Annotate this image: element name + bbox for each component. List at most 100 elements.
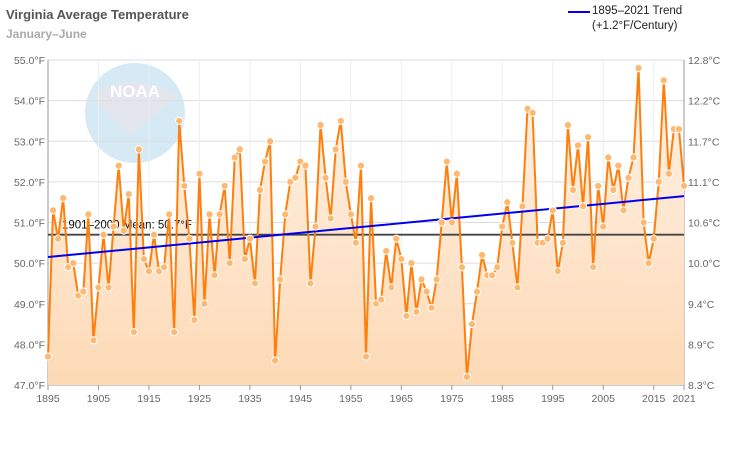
data-point — [53, 234, 63, 243]
x-tick-label: 1925 — [188, 393, 212, 405]
data-point — [553, 267, 562, 276]
data-point — [210, 271, 219, 280]
data-point — [649, 234, 658, 243]
data-point — [599, 222, 608, 231]
data-point — [43, 352, 53, 361]
legend: 1895–2021 Trend (+1.2°F/Century) — [568, 4, 682, 34]
y-tick-label-right: 10.6°C — [688, 218, 721, 230]
data-point — [634, 64, 643, 73]
data-point — [79, 287, 88, 296]
y-tick-label-left: 48.0°F — [14, 339, 45, 351]
x-tick-label: 1975 — [440, 393, 464, 405]
data-point — [84, 210, 93, 219]
data-point — [104, 283, 113, 292]
data-point — [180, 181, 189, 191]
data-point — [240, 254, 249, 264]
data-point — [59, 194, 68, 203]
y-tick-label-right: 12.8°C — [688, 55, 721, 67]
data-point — [230, 153, 239, 162]
x-tick-label: 2005 — [592, 393, 616, 405]
y-tick-label-left: 49.0°F — [14, 299, 45, 311]
data-point — [578, 202, 588, 211]
trend-line — [47, 195, 685, 259]
data-point — [629, 153, 638, 162]
data-point — [493, 263, 502, 272]
data-point — [139, 254, 149, 264]
legend-trend-rate: (+1.2°F/Century) — [592, 20, 678, 32]
chart-title: Virginia Average Temperature — [6, 7, 189, 22]
data-point — [508, 238, 517, 247]
data-point — [563, 120, 573, 130]
data-point — [387, 283, 396, 292]
data-point — [220, 181, 229, 191]
y-tick-label-right: 9.4°C — [688, 299, 715, 311]
data-point — [488, 271, 497, 280]
data-point — [351, 238, 361, 247]
data-point — [255, 185, 265, 195]
data-point — [644, 259, 653, 268]
x-tick-label: 1985 — [491, 393, 515, 405]
data-point — [114, 161, 123, 170]
data-point — [407, 259, 416, 268]
x-tick-label: 1945 — [289, 393, 313, 405]
data-point — [159, 263, 169, 272]
data-point — [604, 153, 613, 162]
data-point — [412, 307, 421, 316]
data-point — [281, 210, 290, 219]
data-point — [124, 189, 133, 199]
data-point — [291, 173, 300, 182]
data-point — [639, 218, 648, 227]
data-point — [573, 141, 583, 150]
data-point — [276, 275, 285, 284]
data-point — [432, 275, 441, 284]
data-point — [144, 267, 154, 276]
data-point — [250, 279, 260, 288]
noaa-watermark-text: NOAA — [110, 82, 160, 101]
data-point — [69, 259, 78, 268]
data-point — [346, 210, 355, 219]
y-tick-label-right: 11.7°C — [688, 136, 720, 148]
data-point — [457, 263, 467, 272]
y-tick-label-left: 54.0°F — [14, 96, 45, 108]
data-point — [589, 263, 598, 272]
y-tick-label-left: 47.0°F — [14, 380, 45, 392]
data-point — [543, 234, 552, 243]
data-point — [674, 124, 684, 134]
x-tick-label: 1965 — [390, 393, 414, 405]
data-point — [583, 133, 593, 142]
y-tick-label-left: 50.0°F — [14, 258, 45, 270]
data-point — [417, 275, 426, 284]
data-point — [558, 238, 567, 247]
data-point — [477, 250, 487, 260]
y-tick-label-right: 12.2°C — [688, 96, 721, 108]
legend-trend-swatch — [568, 11, 590, 13]
data-point — [265, 137, 275, 146]
y-tick-label-left: 52.0°F — [14, 177, 45, 189]
data-point — [594, 181, 603, 191]
data-point — [109, 222, 118, 231]
data-point — [185, 234, 194, 243]
data-point — [195, 169, 204, 178]
x-tick-label: 1935 — [238, 393, 262, 405]
data-point — [397, 254, 406, 264]
data-point — [311, 222, 320, 231]
data-point — [326, 214, 335, 223]
data-point — [548, 206, 557, 215]
data-point — [190, 315, 199, 325]
mean-label: 1901–2000 Mean: 50.7°F — [62, 220, 192, 232]
data-point — [170, 328, 179, 337]
data-point — [659, 76, 668, 85]
data-point — [245, 234, 255, 243]
data-point — [205, 210, 214, 219]
data-point — [518, 202, 527, 211]
data-point — [129, 328, 138, 337]
data-point — [321, 173, 330, 182]
y-tick-label-right: 8.9°C — [688, 339, 715, 351]
data-point — [528, 108, 537, 117]
x-tick-label: 1905 — [87, 393, 111, 405]
data-point — [679, 181, 689, 191]
data-point — [422, 287, 431, 296]
x-tick-label: 2021 — [672, 393, 696, 405]
